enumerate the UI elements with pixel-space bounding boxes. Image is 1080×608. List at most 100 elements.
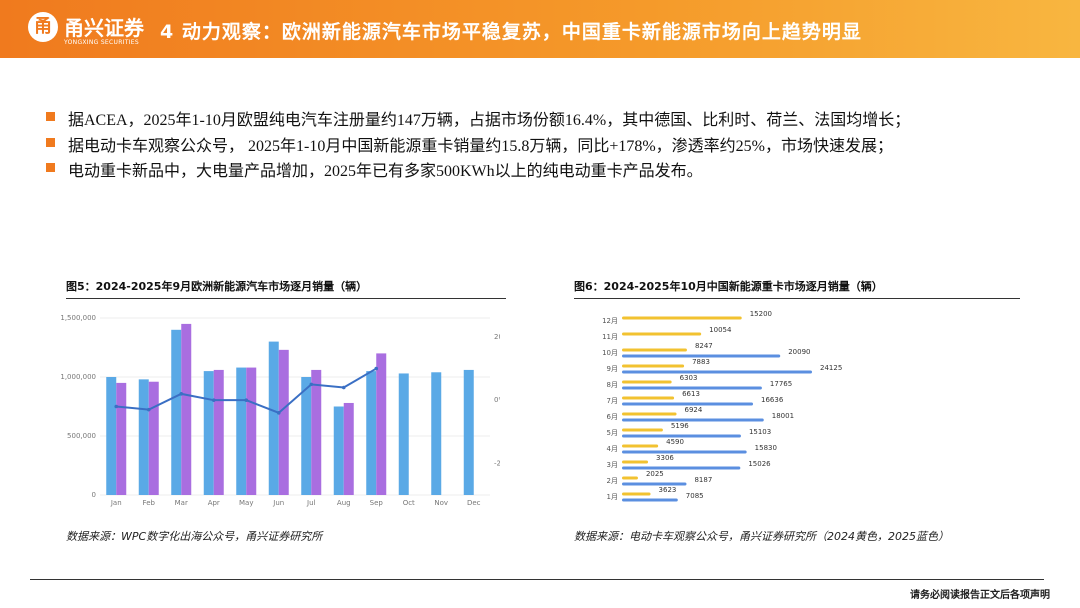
x-tick-label: Dec bbox=[467, 499, 481, 507]
x-tick-label: Aug bbox=[337, 499, 351, 507]
bullet: 电动重卡新品中，大电量产品增加，2025年已有多家500KWh以上的纯电动重卡产… bbox=[46, 157, 703, 181]
bar bbox=[622, 476, 638, 480]
line-point bbox=[374, 366, 379, 371]
data-label: 6303 bbox=[680, 374, 698, 382]
logo-text: 甬兴证券 bbox=[64, 16, 144, 40]
bar bbox=[171, 329, 182, 495]
bar bbox=[622, 396, 675, 400]
chart-source: 数据来源：WPC数字化出海公众号，甬兴证券研究所 bbox=[66, 530, 323, 543]
y-tick-label: 6月 bbox=[607, 413, 618, 421]
bar bbox=[622, 492, 651, 496]
data-label: 15026 bbox=[748, 460, 771, 468]
bullet: 据电动卡车观察公众号， 2025年1-10月中国新能源重卡销量约15.8万辆，同… bbox=[45, 132, 893, 156]
bar bbox=[278, 349, 289, 495]
bar bbox=[311, 369, 322, 495]
bar bbox=[116, 382, 127, 495]
bar bbox=[622, 412, 677, 416]
line-point bbox=[114, 404, 119, 409]
bar bbox=[203, 371, 214, 495]
line-point bbox=[179, 392, 184, 396]
page-title: 4 动力观察：欧洲新能源汽车市场平稳复苏，中国重卡新能源市场向上趋势明显 bbox=[160, 21, 862, 43]
bar bbox=[622, 482, 687, 486]
y-tick-label: 3月 bbox=[607, 461, 618, 469]
y2-tick-label: -20% bbox=[494, 459, 500, 467]
x-tick-label: Jul bbox=[306, 499, 316, 507]
bar bbox=[213, 369, 224, 495]
bar bbox=[622, 348, 687, 352]
data-label: 2025 bbox=[646, 470, 664, 478]
data-label: 6924 bbox=[685, 406, 703, 414]
chart-source: 数据来源：电动卡车观察公众号，甬兴证券研究所（2024黄色，2025蓝色） bbox=[574, 530, 949, 543]
data-label: 15830 bbox=[755, 444, 777, 452]
chart-title: 图5：2024-2025年9月欧洲新能源汽车市场逐月销量（辆） bbox=[66, 278, 506, 299]
data-label: 8247 bbox=[695, 342, 713, 350]
bar bbox=[622, 364, 685, 368]
bar bbox=[148, 381, 159, 495]
footer: 请务必阅读报告正文后各项声明 bbox=[910, 590, 1050, 601]
data-label: 17765 bbox=[770, 380, 792, 388]
y-tick-label: 7月 bbox=[607, 397, 618, 405]
line-point bbox=[309, 382, 314, 387]
data-label: 15200 bbox=[750, 310, 772, 318]
line-point bbox=[146, 407, 151, 412]
bar bbox=[622, 316, 742, 320]
header-bar: 甬 甬兴证券 YONGXING SECURITIES 4 动力观察：欧洲新能源汽… bbox=[0, 0, 1080, 58]
y-tick-label: 500,000 bbox=[67, 432, 96, 440]
data-label: 7883 bbox=[692, 358, 710, 366]
y-tick-label: 1,000,000 bbox=[60, 373, 96, 381]
y-tick-label: 8月 bbox=[607, 381, 618, 389]
bar bbox=[622, 428, 663, 432]
bar bbox=[622, 386, 762, 390]
data-label: 20090 bbox=[788, 348, 810, 356]
y-tick-label: 12月 bbox=[602, 317, 618, 325]
data-label: 15103 bbox=[749, 428, 771, 436]
bar bbox=[333, 406, 344, 495]
bullet: 据ACEA，2025年1-10月欧盟纯电汽车注册量约147万辆，占据市场份额16… bbox=[45, 106, 910, 130]
bar bbox=[181, 323, 192, 495]
chart-title: 图6：2024-2025年10月中国新能源重卡市场逐月销量（辆） bbox=[574, 278, 1020, 299]
footer-line bbox=[30, 579, 1044, 580]
x-tick-label: Apr bbox=[208, 499, 220, 507]
data-label: 3623 bbox=[659, 486, 677, 494]
x-tick-label: Jun bbox=[272, 499, 284, 507]
chart: 12月 11月 10月 9月 8月 7月 6月 5月 4月 3月 2月 1月 15200 10054 824… bbox=[602, 310, 842, 502]
bar bbox=[622, 434, 741, 438]
data-label: 8187 bbox=[694, 476, 712, 484]
bar bbox=[246, 367, 257, 495]
y-tick-label: 11月 bbox=[602, 333, 618, 341]
line-point bbox=[244, 398, 249, 402]
x-tick-label: May bbox=[239, 499, 253, 507]
bar bbox=[622, 354, 781, 358]
y-tick-label: 10月 bbox=[602, 349, 618, 357]
logo-sub: YONGXING SECURITIES bbox=[64, 39, 139, 46]
y-tick-label: 1,500,000 bbox=[60, 314, 96, 322]
x-tick-label: Mar bbox=[175, 499, 188, 507]
y2-tick-label: 20% bbox=[494, 333, 500, 341]
chart: 0 500,000 1,000,000 1,500,000 -20% 0% 20% Jan Fe… bbox=[60, 314, 500, 507]
bar bbox=[343, 402, 354, 495]
x-tick-label: Oct bbox=[403, 499, 415, 507]
y-tick-label: 0 bbox=[92, 491, 96, 499]
x-tick-label: Sep bbox=[370, 499, 384, 507]
bar bbox=[301, 377, 312, 495]
y-tick-label: 4月 bbox=[607, 445, 618, 453]
line-point bbox=[276, 411, 281, 415]
data-label: 4590 bbox=[666, 438, 684, 446]
bar bbox=[622, 418, 764, 422]
data-label: 10054 bbox=[709, 326, 732, 334]
bar bbox=[268, 341, 279, 495]
y2-tick-label: 0% bbox=[494, 396, 500, 404]
logo-icon: 甬 bbox=[28, 12, 58, 42]
bar bbox=[622, 332, 702, 336]
bar bbox=[622, 380, 672, 384]
data-label: 3306 bbox=[656, 454, 674, 462]
data-label: 7085 bbox=[686, 492, 704, 500]
data-label: 18001 bbox=[772, 412, 794, 420]
bar bbox=[622, 460, 649, 464]
bar bbox=[622, 444, 659, 448]
data-label: 6613 bbox=[682, 390, 700, 398]
y-tick-label: 9月 bbox=[607, 365, 618, 373]
bar bbox=[138, 379, 149, 495]
x-tick-label: Jan bbox=[110, 499, 122, 507]
